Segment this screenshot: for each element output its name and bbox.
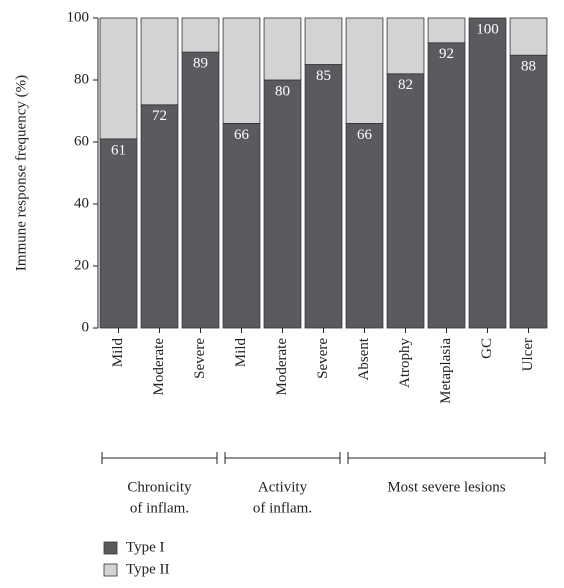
x-tick-label: Mild <box>233 338 249 368</box>
data-label: 85 <box>316 68 331 84</box>
bar-segment <box>345 17 384 124</box>
bar-segment <box>99 138 138 329</box>
group-label: Activity <box>258 479 308 495</box>
data-label: 66 <box>234 127 250 143</box>
data-label: 72 <box>152 108 167 124</box>
x-tick-label: Moderate <box>274 338 290 396</box>
data-label: 100 <box>476 21 499 37</box>
data-label: 80 <box>275 83 290 99</box>
bar-segment <box>427 17 466 44</box>
bar-segment <box>509 17 548 56</box>
bar-segment <box>386 17 425 75</box>
data-label: 88 <box>521 59 536 75</box>
x-tick-label: Atrophy <box>397 338 413 388</box>
x-tick-label: Absent <box>356 337 372 380</box>
bar-segment <box>222 17 261 124</box>
y-axis-label: Immune response frequency (%) <box>13 75 29 271</box>
bar-segment <box>509 54 548 329</box>
data-label: 92 <box>439 46 454 62</box>
y-tick-label: 0 <box>82 319 90 335</box>
y-tick-label: 20 <box>74 257 89 273</box>
bar-segment <box>99 17 138 140</box>
x-tick-label: Ulcer <box>520 338 536 371</box>
y-tick-label: 40 <box>74 195 89 211</box>
x-tick-label: Severe <box>315 338 331 379</box>
group-label: Most severe lesions <box>387 479 505 495</box>
group-label: of inflam. <box>130 500 189 516</box>
bar-segment <box>427 42 466 329</box>
data-label: 66 <box>357 127 373 143</box>
bar-segment <box>181 17 220 53</box>
y-tick-label: 60 <box>74 133 89 149</box>
group-label: of inflam. <box>253 500 312 516</box>
bar-segment <box>263 17 302 81</box>
bar-segment <box>181 51 220 329</box>
y-tick-label: 100 <box>67 9 90 25</box>
x-tick-label: Metaplasia <box>438 338 454 404</box>
y-tick-label: 80 <box>74 71 89 87</box>
bar-segment <box>140 17 179 106</box>
bar-segment <box>304 17 343 65</box>
data-label: 82 <box>398 77 413 93</box>
x-tick-label: Severe <box>192 338 208 379</box>
bar-segment <box>386 73 425 329</box>
data-label: 61 <box>111 142 126 158</box>
bar-segment <box>140 104 179 329</box>
bar-segment <box>263 79 302 329</box>
data-label: 89 <box>193 56 208 72</box>
bar-segment <box>468 17 507 329</box>
legend-label: Type II <box>126 561 170 577</box>
x-tick-label: Moderate <box>151 338 167 396</box>
bar-segment <box>345 123 384 329</box>
bar-segment <box>222 123 261 329</box>
bar-segment <box>304 64 343 329</box>
legend-label: Type I <box>126 539 165 555</box>
group-label: Chronicity <box>127 479 192 495</box>
legend-swatch <box>103 541 118 555</box>
legend-swatch <box>103 563 118 577</box>
x-tick-label: Mild <box>110 338 126 368</box>
x-tick-label: GC <box>479 338 495 359</box>
